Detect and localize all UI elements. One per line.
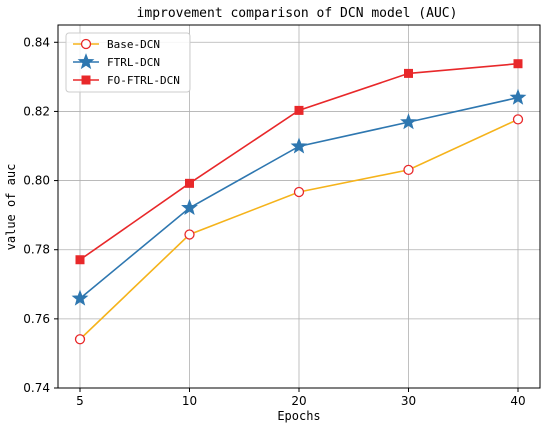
data-point <box>294 105 304 115</box>
legend-marker <box>77 53 95 70</box>
legend-item: Base-DCN <box>73 38 160 51</box>
chart-title: improvement comparison of DCN model (AUC… <box>137 6 458 21</box>
legend-marker <box>81 75 91 85</box>
legend-box <box>65 32 191 93</box>
legend-item: FTRL-DCN <box>73 53 160 70</box>
y-tick-label: 0.74 <box>23 381 50 395</box>
data-point <box>512 114 524 125</box>
y-tick-label: 0.80 <box>23 174 50 188</box>
x-tick-label: 5 <box>76 394 84 408</box>
legend-marker <box>80 38 92 50</box>
legend-label: FTRL-DCN <box>107 56 160 69</box>
legend-item: FO-FTRL-DCN <box>73 74 180 87</box>
x-tick-label: 30 <box>401 394 416 408</box>
legend-label: FO-FTRL-DCN <box>107 74 180 87</box>
data-point <box>75 255 85 265</box>
x-tick-label: 20 <box>291 394 306 408</box>
data-point <box>71 289 89 306</box>
x-tick-label: 10 <box>182 394 197 408</box>
series-base-dcn <box>74 114 524 345</box>
legend: Base-DCN FTRL-DCN FO-FTRL-DCN <box>65 32 191 93</box>
data-point <box>181 199 198 216</box>
series-fo-ftrl-dcn <box>75 59 523 265</box>
x-axis-label: Epochs <box>277 409 320 423</box>
y-tick-label: 0.84 <box>23 35 50 49</box>
y-tick-label: 0.76 <box>23 312 50 326</box>
data-point <box>290 137 308 154</box>
series-layer <box>71 59 527 345</box>
data-point <box>403 164 414 176</box>
data-point <box>400 113 417 130</box>
y-tick-label: 0.82 <box>23 104 50 118</box>
legend-label: Base-DCN <box>107 38 160 51</box>
data-point <box>185 178 194 188</box>
y-tick-label: 0.78 <box>23 243 50 257</box>
data-point <box>74 334 86 345</box>
data-point <box>513 59 523 69</box>
data-point <box>184 229 195 240</box>
series-ftrl-dcn <box>71 88 527 306</box>
data-point <box>509 88 527 105</box>
y-axis-label: value of auc <box>4 164 18 251</box>
data-point <box>404 68 413 78</box>
ticks: 5 10 20 30 40 0.74 0.76 0.78 0.80 0.82 0.84 <box>23 35 525 408</box>
data-point <box>293 186 305 198</box>
x-tick-label: 40 <box>510 394 525 408</box>
